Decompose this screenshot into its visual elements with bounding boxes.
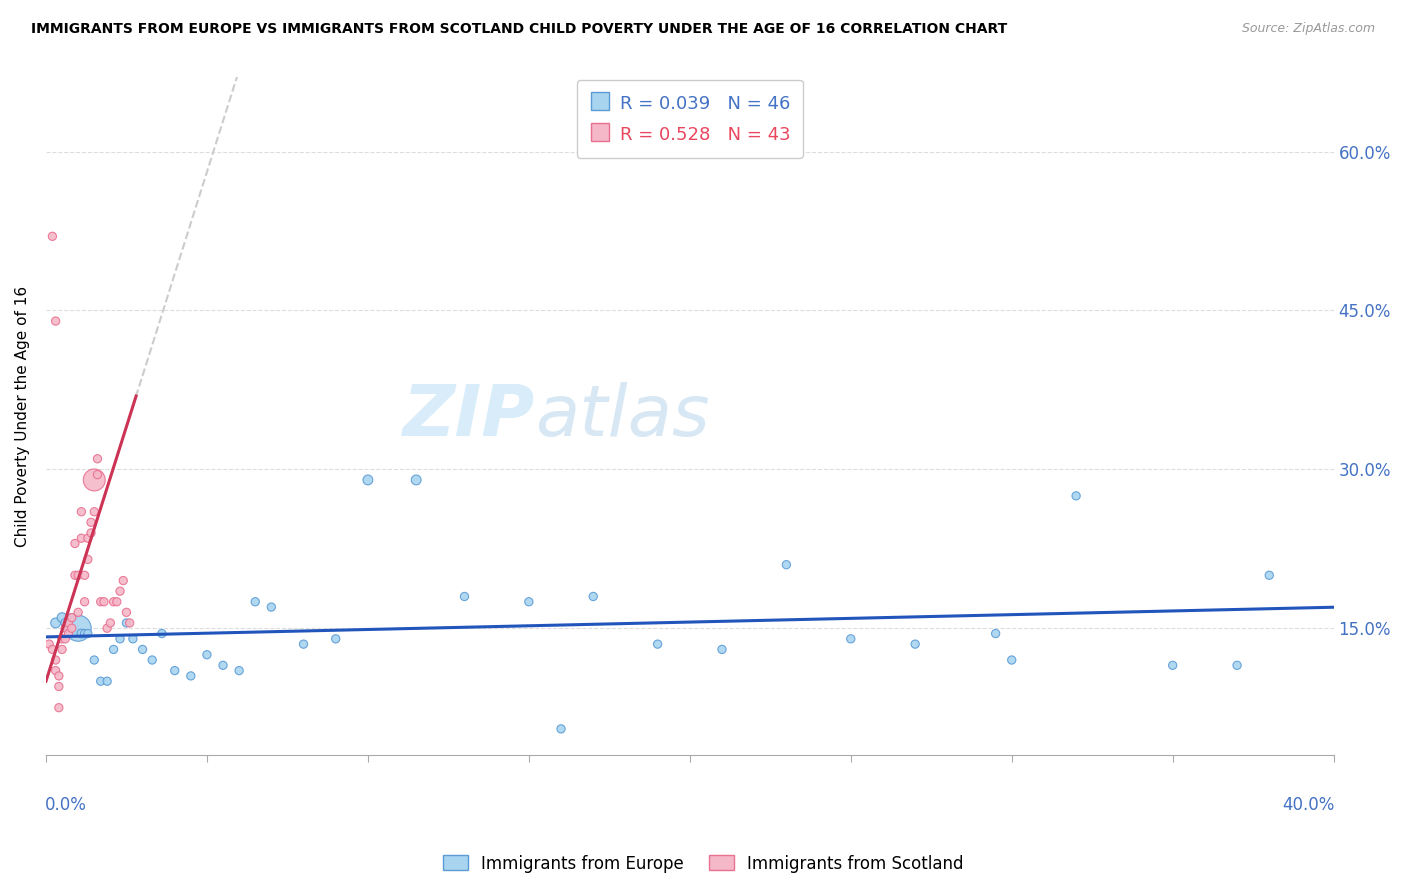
Point: [103, 642, 125, 657]
Point: [904, 637, 927, 651]
Text: IMMIGRANTS FROM EUROPE VS IMMIGRANTS FROM SCOTLAND CHILD POVERTY UNDER THE AGE O: IMMIGRANTS FROM EUROPE VS IMMIGRANTS FRO…: [31, 22, 1007, 37]
Legend: R = 0.039   N = 46, R = 0.528   N = 43: R = 0.039 N = 46, R = 0.528 N = 43: [576, 79, 803, 158]
Point: [180, 669, 202, 683]
Point: [775, 558, 797, 572]
Point: [38, 637, 60, 651]
Point: [45, 653, 67, 667]
Point: [96, 674, 118, 689]
Point: [90, 674, 112, 689]
Legend: Immigrants from Europe, Immigrants from Scotland: Immigrants from Europe, Immigrants from …: [436, 848, 970, 880]
Point: [115, 615, 138, 630]
Point: [131, 642, 153, 657]
Point: [41, 642, 63, 657]
Point: [53, 621, 76, 635]
Point: [73, 626, 96, 640]
Point: [228, 664, 250, 678]
Point: [839, 632, 862, 646]
Point: [60, 621, 83, 635]
Point: [60, 610, 83, 624]
Point: [53, 632, 76, 646]
Point: [90, 595, 112, 609]
Point: [112, 574, 135, 588]
Point: [67, 568, 90, 582]
Point: [122, 632, 145, 646]
Point: [108, 584, 131, 599]
Point: [325, 632, 347, 646]
Point: [96, 621, 118, 635]
Point: [70, 626, 93, 640]
Point: [517, 595, 540, 609]
Text: ZIP: ZIP: [404, 382, 536, 450]
Point: [195, 648, 218, 662]
Point: [1258, 568, 1281, 582]
Point: [1001, 653, 1024, 667]
Point: [58, 621, 80, 635]
Point: [58, 626, 80, 640]
Point: [45, 615, 67, 630]
Point: [647, 637, 669, 651]
Text: 40.0%: 40.0%: [1282, 796, 1334, 814]
Point: [212, 658, 235, 673]
Point: [67, 605, 90, 619]
Point: [711, 642, 734, 657]
Point: [76, 626, 98, 640]
Point: [51, 642, 73, 657]
Point: [67, 621, 90, 635]
Point: [582, 590, 605, 604]
Point: [86, 451, 108, 466]
Point: [1161, 658, 1184, 673]
Point: [48, 680, 70, 694]
Point: [76, 531, 98, 545]
Point: [83, 653, 105, 667]
Point: [115, 605, 138, 619]
Point: [405, 473, 427, 487]
Point: [48, 669, 70, 683]
Point: [53, 615, 76, 630]
Point: [1226, 658, 1249, 673]
Point: [63, 536, 86, 550]
Point: [292, 637, 315, 651]
Point: [86, 467, 108, 482]
Point: [108, 632, 131, 646]
Point: [93, 595, 115, 609]
Point: [260, 600, 283, 615]
Point: [70, 531, 93, 545]
Point: [63, 568, 86, 582]
Point: [63, 626, 86, 640]
Point: [73, 595, 96, 609]
Point: [550, 722, 572, 736]
Point: [60, 610, 83, 624]
Y-axis label: Child Poverty Under the Age of 16: Child Poverty Under the Age of 16: [15, 285, 30, 547]
Text: Source: ZipAtlas.com: Source: ZipAtlas.com: [1241, 22, 1375, 36]
Point: [70, 505, 93, 519]
Point: [80, 525, 103, 540]
Point: [58, 615, 80, 630]
Point: [48, 700, 70, 714]
Point: [83, 505, 105, 519]
Point: [80, 516, 103, 530]
Point: [45, 664, 67, 678]
Point: [83, 473, 105, 487]
Point: [357, 473, 380, 487]
Point: [163, 664, 186, 678]
Point: [73, 568, 96, 582]
Point: [45, 314, 67, 328]
Point: [103, 595, 125, 609]
Point: [150, 626, 173, 640]
Point: [984, 626, 1007, 640]
Point: [51, 610, 73, 624]
Point: [105, 595, 128, 609]
Point: [98, 615, 121, 630]
Point: [51, 632, 73, 646]
Point: [453, 590, 475, 604]
Point: [1064, 489, 1087, 503]
Point: [41, 229, 63, 244]
Point: [118, 615, 141, 630]
Point: [141, 653, 163, 667]
Text: 0.0%: 0.0%: [45, 796, 87, 814]
Point: [245, 595, 267, 609]
Text: atlas: atlas: [536, 382, 710, 450]
Point: [76, 552, 98, 566]
